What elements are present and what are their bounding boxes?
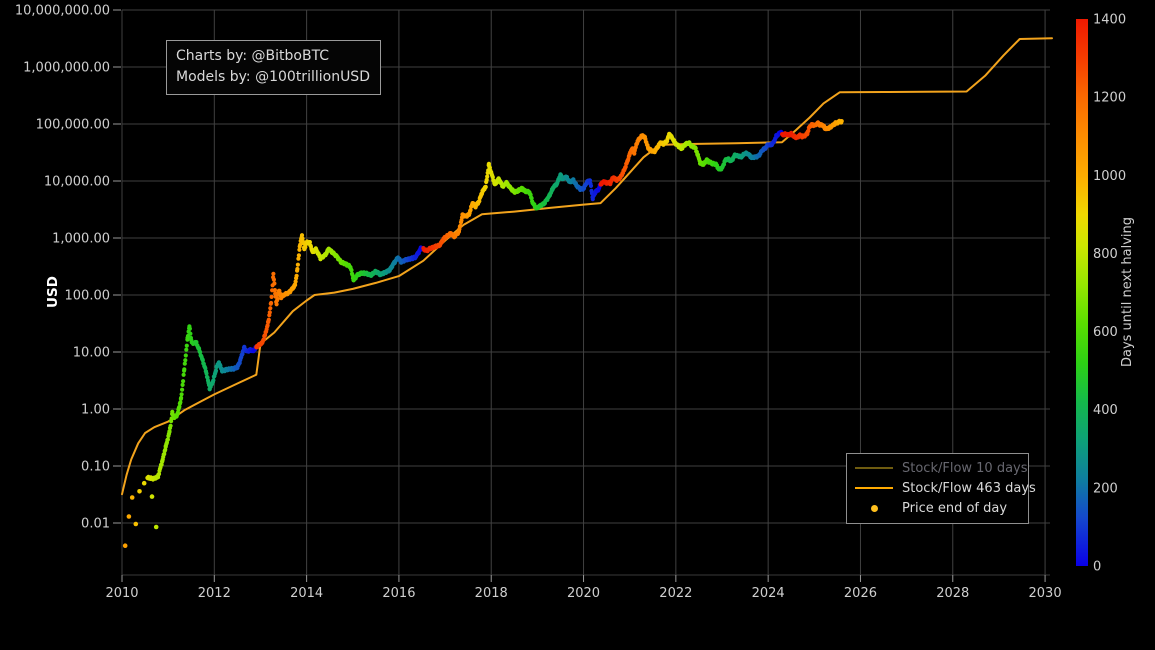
colorbar-tick-label: 600 — [1093, 325, 1118, 340]
legend-item-label: Stock/Flow 463 days — [902, 480, 1036, 496]
y-axis-title: USD — [45, 276, 61, 308]
y-tick-label: 10,000.00 — [44, 175, 110, 190]
axis-tick-labels: 10,000,000.00 1,000,000.00 100,000.00 10,00… — [15, 4, 1062, 602]
y-tick-label: 100.00 — [65, 289, 111, 304]
legend-item-price-end-of-day[interactable]: Price end of day — [847, 498, 1028, 518]
colorbar-tick-label: 1200 — [1093, 91, 1126, 106]
stock-flow-463d-line — [121, 37, 1053, 496]
x-tick-label: 2018 — [475, 586, 508, 601]
y-tick-label: 100,000.00 — [36, 118, 110, 133]
y-tick-label: 10,000,000.00 — [15, 4, 110, 19]
credits-box: Charts by: @BitboBTC Models by: @100tril… — [166, 40, 381, 95]
y-tick-label: 0.01 — [81, 517, 110, 532]
credits-charts-by: Charts by: @BitboBTC — [176, 48, 330, 64]
credits-models-by: Models by: @100trillionUSD — [176, 69, 370, 85]
colorbar-tick-label: 800 — [1093, 247, 1118, 262]
x-tick-label: 2030 — [1029, 586, 1062, 601]
y-tick-label: 1,000.00 — [52, 232, 110, 247]
y-tick-label: 0.10 — [81, 460, 110, 475]
y-tick-label: 10.00 — [73, 346, 110, 361]
line-swatch-icon — [855, 487, 893, 489]
dot-swatch-icon — [855, 504, 893, 512]
x-tick-label: 2016 — [382, 586, 415, 601]
colorbar-tick-label: 1400 — [1093, 13, 1126, 28]
legend: Stock/Flow 10 days Stock/Flow 463 days P… — [846, 453, 1036, 524]
x-tick-label: 2012 — [198, 586, 231, 601]
x-tick-label: 2014 — [290, 586, 323, 601]
price-dots-series — [122, 118, 844, 548]
legend-item-label: Stock/Flow 10 days — [902, 460, 1028, 476]
y-tick-label: 1.00 — [81, 403, 110, 418]
colorbar-tick-label: 200 — [1093, 481, 1118, 496]
x-tick-label: 2020 — [567, 586, 600, 601]
x-tick-label: 2022 — [659, 586, 692, 601]
colorbar-tick-label: 400 — [1093, 403, 1118, 418]
legend-item-stock-flow-463d[interactable]: Stock/Flow 463 days — [847, 478, 1036, 498]
x-tick-label: 2010 — [105, 586, 138, 601]
y-tick-label: 1,000,000.00 — [23, 61, 110, 76]
x-tick-label: 2026 — [844, 586, 877, 601]
colorbar: 1400 1200 1000 800 600 400 200 0 — [1076, 13, 1126, 574]
x-tick-label: 2024 — [752, 586, 785, 601]
colorbar-tick-label: 0 — [1093, 559, 1101, 574]
line-swatch-icon — [855, 467, 893, 469]
legend-item-label: Price end of day — [902, 500, 1008, 516]
colorbar-title: Days until next halving — [1120, 217, 1135, 367]
x-tick-label: 2028 — [936, 586, 969, 601]
axis-ticks — [113, 9, 1046, 582]
legend-item-stock-flow-10d[interactable]: Stock/Flow 10 days — [847, 458, 1028, 478]
colorbar-tick-label: 1000 — [1093, 169, 1126, 184]
